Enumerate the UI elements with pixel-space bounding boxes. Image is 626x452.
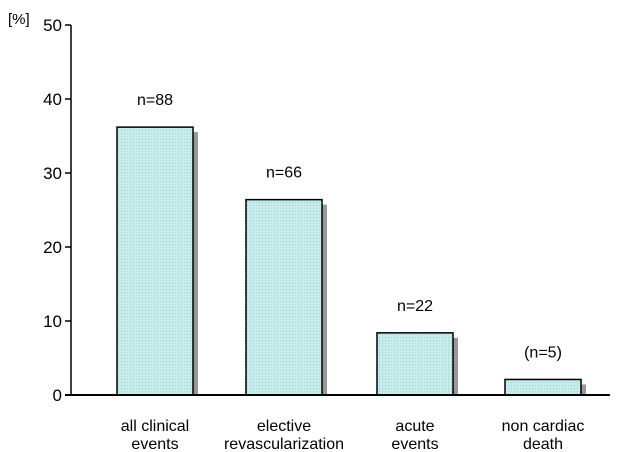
y-tick-label: 0 — [53, 386, 62, 405]
category-label: non cardiac — [502, 418, 585, 435]
bars — [116, 126, 582, 396]
category-label: death — [523, 436, 563, 452]
y-axis-unit-label: [%] — [8, 11, 30, 28]
y-tick-label: 10 — [43, 312, 62, 331]
category-label: all clinical — [121, 418, 189, 435]
bar-data-label: n=66 — [266, 165, 302, 182]
category-labels: all clinicaleventselectiverevascularizat… — [121, 418, 585, 452]
category-label: acute — [395, 418, 434, 435]
category-label: events — [391, 436, 438, 452]
bar — [245, 198, 323, 396]
category-label: events — [131, 436, 178, 452]
category-label: revascularization — [224, 436, 344, 452]
bar-data-label: n=88 — [137, 92, 173, 109]
y-axis: 0 10 20 30 40 50 — [43, 16, 72, 405]
y-tick-label: 20 — [43, 238, 62, 257]
y-tick-label: 40 — [43, 90, 62, 109]
y-tick-label: 50 — [43, 16, 62, 35]
bar-data-label: n=22 — [397, 298, 433, 315]
bar — [504, 378, 582, 396]
y-tick-label: 30 — [43, 164, 62, 183]
bar — [376, 332, 454, 396]
category-label: elective — [257, 418, 311, 435]
data-labels: n=88 n=66 n=22 (n=5) — [137, 92, 562, 361]
bar — [116, 126, 194, 396]
bar-data-label: (n=5) — [524, 344, 562, 361]
